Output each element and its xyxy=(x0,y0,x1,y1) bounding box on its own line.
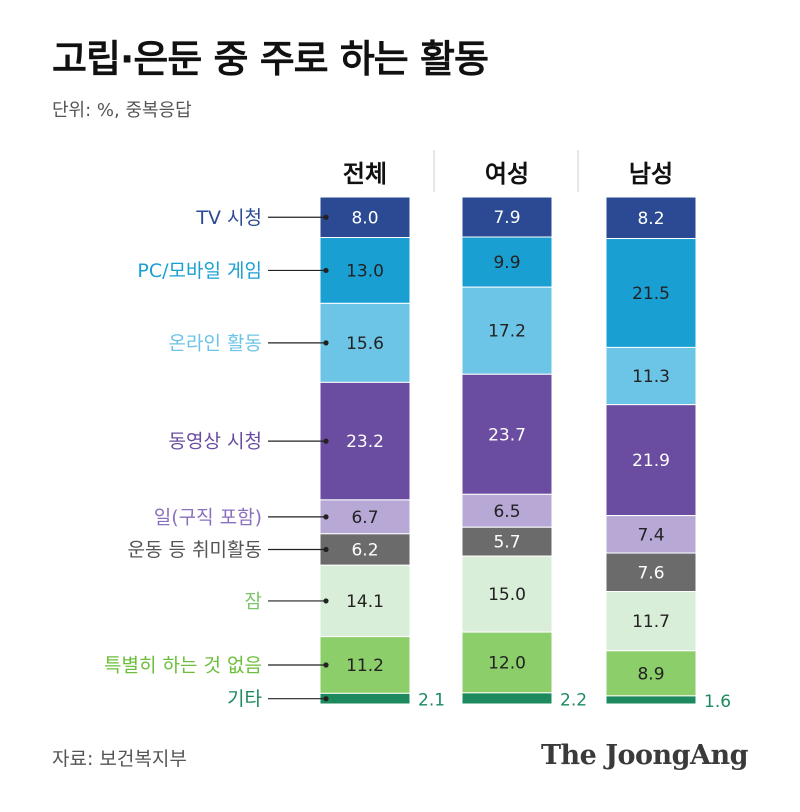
value-label-2-3: 21.9 xyxy=(632,451,670,471)
bar-segment-1-6 xyxy=(461,555,553,633)
bar-segment-1-4 xyxy=(461,493,553,528)
value-label-2-2: 11.3 xyxy=(632,367,670,387)
value-label-1-3: 23.7 xyxy=(488,425,526,445)
bar-segment-2-5 xyxy=(605,552,697,593)
leader-dot-4 xyxy=(323,514,329,520)
value-label-1-5: 5.7 xyxy=(493,533,520,553)
bar-segment-2-2 xyxy=(605,346,697,406)
value-label-2-0: 8.2 xyxy=(637,209,664,229)
bar-segment-1-2 xyxy=(461,286,553,375)
bar-segment-2-3 xyxy=(605,404,697,517)
value-label-1-4: 6.5 xyxy=(493,502,520,522)
bar-segment-2-1 xyxy=(605,238,697,348)
category-header-2: 남성 xyxy=(629,160,673,188)
value-label-1-8: 2.2 xyxy=(560,690,587,710)
bar-segment-2-0 xyxy=(605,196,697,240)
value-label-0-6: 14.1 xyxy=(346,592,384,612)
legend-label-6: 잠 xyxy=(245,590,262,612)
legend-label-5: 운동 등 취미활동 xyxy=(128,539,262,561)
value-label-0-3: 23.2 xyxy=(346,432,384,452)
legend-label-8: 기타 xyxy=(227,688,262,710)
bar-segment-2-7 xyxy=(605,650,697,697)
legend-label-2: 온라인 활동 xyxy=(169,332,262,354)
bar-segment-0-0 xyxy=(319,196,411,239)
leader-dot-0 xyxy=(323,214,329,220)
bar-segment-1-3 xyxy=(461,373,553,495)
value-label-1-2: 17.2 xyxy=(488,322,526,342)
value-label-2-5: 7.6 xyxy=(637,563,664,583)
leader-dot-1 xyxy=(323,267,329,274)
bar-segment-2-4 xyxy=(605,515,697,554)
leader-dot-3 xyxy=(323,438,329,444)
bar-segment-2-6 xyxy=(605,591,697,652)
value-label-2-6: 11.7 xyxy=(632,612,670,632)
value-label-1-0: 7.9 xyxy=(493,208,520,228)
bar-segment-0-5 xyxy=(319,533,411,566)
value-label-2-1: 21.5 xyxy=(632,284,670,304)
source-note: 자료: 보건복지부 xyxy=(52,748,187,770)
value-label-0-8: 2.1 xyxy=(418,691,445,711)
value-label-2-7: 8.9 xyxy=(637,664,664,684)
legend-label-1: PC/모바일 게임 xyxy=(137,260,262,282)
bar-segment-0-8 xyxy=(319,692,411,705)
chart-title: 고립·은둔 중 주로 하는 활동 xyxy=(52,37,489,81)
bar-segment-0-7 xyxy=(319,636,411,694)
leader-dot-8 xyxy=(323,696,329,702)
legend-label-7: 특별히 하는 것 없음 xyxy=(104,655,262,677)
value-label-0-7: 11.2 xyxy=(346,656,384,676)
value-label-0-4: 6.7 xyxy=(351,508,378,528)
leader-dot-5 xyxy=(323,546,329,553)
bar-segment-0-1 xyxy=(319,237,411,304)
bar-segment-1-5 xyxy=(461,526,553,557)
value-label-0-5: 6.2 xyxy=(351,541,378,561)
leader-dot-6 xyxy=(323,598,329,604)
publisher-logo: The JoongAng xyxy=(540,740,749,771)
value-label-0-0: 8.0 xyxy=(351,208,378,228)
value-label-0-2: 15.6 xyxy=(346,334,384,354)
bar-segment-1-0 xyxy=(461,196,553,238)
bar-segment-1-7 xyxy=(461,631,553,694)
bar-segment-0-6 xyxy=(319,564,411,638)
bar-segment-1-8 xyxy=(461,692,553,705)
legend-label-0: TV 시청 xyxy=(195,207,262,229)
leader-dot-2 xyxy=(323,340,329,346)
legend-label-4: 일(구직 포함) xyxy=(154,506,262,528)
value-label-1-1: 9.9 xyxy=(493,253,520,273)
bar-segment-0-4 xyxy=(319,499,411,535)
category-header-1: 여성 xyxy=(485,160,529,188)
value-label-2-8: 1.6 xyxy=(704,692,731,712)
bar-segment-0-2 xyxy=(319,302,411,383)
category-header-0: 전체 xyxy=(343,160,387,188)
bar-segment-2-8 xyxy=(605,695,697,705)
value-label-0-1: 13.0 xyxy=(346,261,384,281)
value-label-2-4: 7.4 xyxy=(637,525,664,545)
chart-subtitle: 단위: %, 중복응답 xyxy=(52,100,192,121)
legend-label-3: 동영상 시청 xyxy=(169,431,262,453)
leader-dot-7 xyxy=(323,662,329,668)
value-label-1-6: 15.0 xyxy=(488,585,526,605)
value-label-1-7: 12.0 xyxy=(488,653,526,673)
bar-segment-1-1 xyxy=(461,236,553,288)
